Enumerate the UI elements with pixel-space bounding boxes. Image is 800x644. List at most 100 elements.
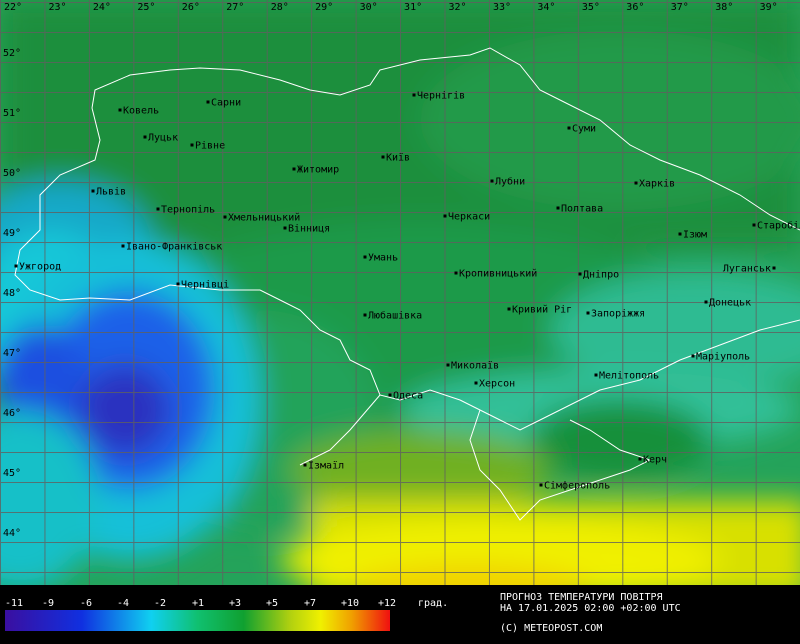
- city-label: Кропивницький: [459, 268, 537, 280]
- longitude-label: 25°: [137, 2, 155, 13]
- city-dot: [579, 273, 582, 276]
- legend-unit: град.: [418, 598, 448, 609]
- longitude-label: 39°: [760, 2, 778, 13]
- city-dot: [705, 301, 708, 304]
- city-dot: [389, 394, 392, 397]
- city-dot: [157, 208, 160, 211]
- longitude-label: 33°: [493, 2, 511, 13]
- city-label: Маріуполь: [696, 351, 750, 363]
- city-label: Рівне: [195, 140, 225, 152]
- city-label: Івано-Франківськ: [126, 241, 222, 253]
- legend-label: -4: [117, 598, 129, 609]
- city-label: Київ: [386, 153, 410, 164]
- city-label: Ужгород: [19, 262, 61, 273]
- longitude-label: 28°: [271, 2, 289, 13]
- legend-label: -2: [154, 598, 166, 609]
- latitude-label: 47°: [3, 348, 21, 359]
- longitude-label: 34°: [537, 2, 555, 13]
- legend-label: +3: [229, 598, 241, 609]
- city-dot: [413, 94, 416, 97]
- city-dot: [304, 464, 307, 467]
- city-dot: [144, 136, 147, 139]
- city-label: Луцьк: [148, 133, 178, 144]
- forecast-title: ПРОГНОЗ ТЕМПЕРАТУРИ ПОВІТРЯ: [500, 592, 663, 603]
- latitude-label: 44°: [3, 528, 21, 539]
- city-label: Мелітополь: [599, 370, 659, 382]
- longitude-label: 26°: [182, 2, 200, 13]
- city-label: Лубни: [495, 176, 525, 188]
- latitude-label: 46°: [3, 408, 21, 419]
- city-dot: [284, 227, 287, 230]
- city-label: Запоріжжя: [591, 308, 645, 320]
- city-dot: [207, 101, 210, 104]
- legend-label: +7: [304, 598, 316, 609]
- city-dot: [444, 215, 447, 218]
- city-label: Дніпро: [583, 269, 619, 281]
- legend-label: -6: [80, 598, 92, 609]
- longitude-label: 23°: [48, 2, 66, 13]
- city-dot: [15, 265, 18, 268]
- city-dot: [557, 207, 560, 210]
- city-dot: [491, 180, 494, 183]
- city-dot: [293, 168, 296, 171]
- city-label: Донецьк: [709, 298, 751, 309]
- city-dot: [122, 245, 125, 248]
- legend-label: -11: [5, 598, 23, 609]
- legend-label: +10: [341, 598, 359, 609]
- latitude-label: 45°: [3, 468, 21, 479]
- city-label: Чернівці: [181, 279, 229, 291]
- city-label: Львів: [96, 186, 126, 198]
- legend-label: +5: [266, 598, 278, 609]
- latitude-label: 49°: [3, 228, 21, 239]
- longitude-label: 31°: [404, 2, 422, 13]
- city-dot: [447, 364, 450, 367]
- city-dot: [639, 458, 642, 461]
- city-dot: [364, 314, 367, 317]
- city-label: Сімферополь: [544, 480, 610, 492]
- city-label: Луганськ: [723, 264, 771, 275]
- city-dot: [679, 233, 682, 236]
- city-dot: [587, 312, 590, 315]
- city-dot: [475, 382, 478, 385]
- city-label: Полтава: [561, 204, 603, 215]
- city-dot: [635, 182, 638, 185]
- city-dot: [455, 272, 458, 275]
- city-dot: [119, 109, 122, 112]
- city-label: Житомир: [297, 165, 339, 176]
- city-dot: [753, 224, 756, 227]
- color-scale: [5, 610, 390, 631]
- city-label: Чернігів: [417, 90, 465, 102]
- city-label: Херсон: [479, 379, 515, 390]
- city-dot: [364, 256, 367, 259]
- longitude-label: 35°: [582, 2, 600, 13]
- latitude-label: 51°: [3, 108, 21, 119]
- city-label: Ізюм: [683, 230, 707, 241]
- longitude-label: 30°: [360, 2, 378, 13]
- longitude-label: 24°: [93, 2, 111, 13]
- city-dot: [595, 374, 598, 377]
- longitude-label: 27°: [226, 2, 244, 13]
- city-label: Вінниця: [288, 223, 330, 235]
- latitude-label: 48°: [3, 288, 21, 299]
- city-label: Одеса: [393, 391, 423, 402]
- city-dot: [568, 127, 571, 130]
- city-label: Миколаїв: [451, 361, 499, 372]
- city-dot: [92, 190, 95, 193]
- longitude-label: 29°: [315, 2, 333, 13]
- city-dot: [508, 308, 511, 311]
- city-dot: [224, 216, 227, 219]
- longitude-label: 38°: [715, 2, 733, 13]
- city-label: Старобільськ: [757, 220, 800, 232]
- city-dot: [382, 156, 385, 159]
- city-dot: [540, 484, 543, 487]
- city-dot: [177, 283, 180, 286]
- city-label: Умань: [368, 253, 398, 264]
- longitude-label: 37°: [671, 2, 689, 13]
- longitude-label: 22°: [4, 2, 22, 13]
- city-label: Керч: [643, 455, 667, 466]
- forecast-date: НА 17.01.2025 02:00 +02:00 UTC: [500, 603, 681, 614]
- city-dot: [692, 355, 695, 358]
- city-label: Кривий Ріг: [512, 304, 572, 316]
- city-label: Любашівка: [368, 310, 422, 322]
